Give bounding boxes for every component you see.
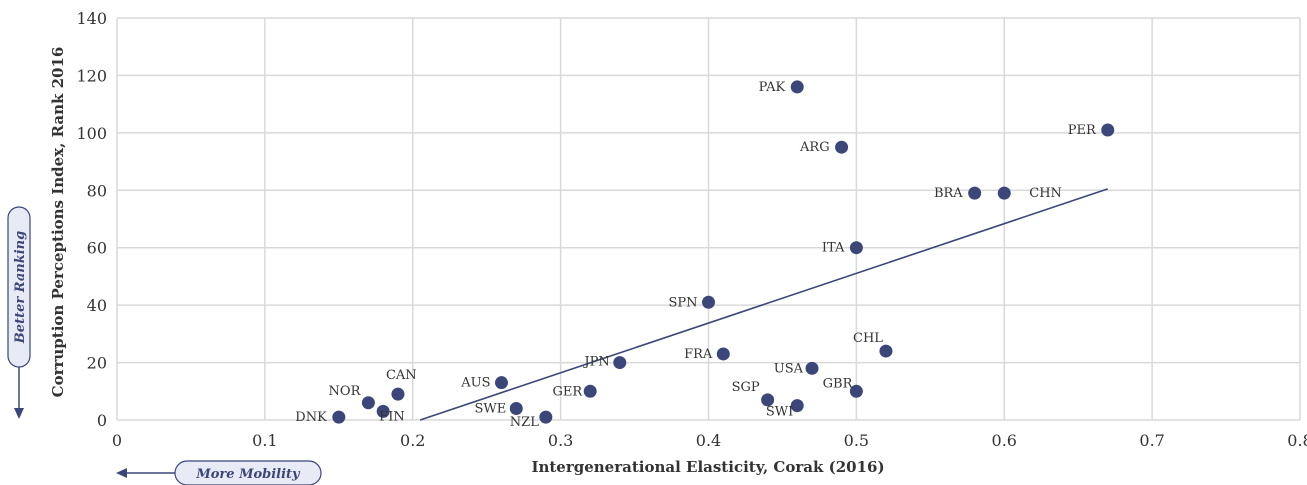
x-tick-label: 0.3 [548, 431, 573, 450]
point-label-gbr: GBR [823, 376, 854, 391]
y-tick-labels: 0 20 40 60 80 100 120 140 [76, 9, 107, 430]
x-tick-label: 0 [112, 431, 122, 450]
data-point-swe [509, 402, 523, 416]
trendline [419, 188, 1109, 421]
data-point-fra [716, 347, 730, 361]
point-label-bra: BRA [934, 186, 963, 201]
point-label-nor: NOR [329, 384, 362, 399]
data-point-swi [790, 399, 804, 413]
data-point-gbr [849, 384, 863, 398]
more-mobility-hint: More Mobility [116, 460, 322, 485]
data-point-nzl [539, 410, 553, 424]
x-tick-label: 0.6 [992, 431, 1017, 450]
data-point-usa [805, 361, 819, 375]
data-point-bra [968, 186, 982, 200]
y-tick-label: 120 [76, 66, 107, 85]
data-point-spn [702, 295, 715, 309]
x-tick-label: 0.8 [1287, 431, 1307, 450]
data-point-nor [361, 396, 375, 410]
more-mobility-label: More Mobility [195, 467, 301, 482]
point-label-swe: SWE [474, 402, 506, 417]
x-tick-label: 0.2 [400, 431, 425, 450]
data-point-sgp [761, 393, 775, 407]
data-point-aus [494, 376, 508, 390]
data-points [332, 80, 1115, 424]
data-point-chn [997, 186, 1011, 200]
point-label-chn: CHN [1029, 186, 1062, 201]
x-tick-label: 0.4 [696, 431, 721, 450]
y-axis-title: Corruption Perceptions Index, Rank 2016 [49, 47, 67, 398]
x-tick-label: 0.1 [252, 431, 277, 450]
point-label-arg: ARG [799, 140, 830, 155]
data-point-dnk [332, 410, 346, 424]
point-label-ger: GER [553, 384, 584, 399]
down-arrow-icon [14, 408, 24, 419]
y-tick-label: 40 [87, 296, 107, 315]
data-point-jpn [613, 356, 627, 370]
point-label-spn: SPN [668, 295, 697, 310]
point-label-fra: FRA [684, 347, 713, 362]
y-tick-label: 0 [97, 411, 107, 430]
data-point-can [391, 387, 405, 401]
point-label-swi: SWI [766, 405, 793, 420]
y-tick-label: 20 [87, 354, 107, 373]
point-label-dnk: DNK [295, 410, 327, 425]
data-point-arg [835, 140, 849, 154]
y-tick-label: 100 [76, 124, 107, 143]
data-point-pak [790, 80, 804, 94]
point-label-pak: PAK [759, 80, 786, 95]
point-label-ita: ITA [822, 241, 845, 256]
better-ranking-hint: Better Ranking [7, 206, 31, 419]
point-label-usa: USA [774, 361, 804, 376]
left-arrow-icon [116, 468, 127, 478]
y-tick-label: 80 [87, 181, 107, 200]
point-label-aus: AUS [460, 376, 490, 391]
better-ranking-label: Better Ranking [13, 231, 28, 344]
point-label-jpn: JPN [582, 355, 609, 370]
data-point-ita [849, 241, 863, 255]
data-point-chl [879, 344, 893, 358]
data-point-per [1101, 123, 1115, 137]
point-label-per: PER [1068, 123, 1097, 138]
point-label-sgp: SGP [732, 380, 760, 395]
y-tick-label: 60 [87, 239, 107, 258]
point-label-chl: CHL [853, 331, 883, 346]
data-point-ger [583, 384, 597, 398]
x-tick-labels: 0 0.1 0.2 0.3 0.4 0.5 0.6 0.7 0.8 [112, 431, 1307, 450]
point-label-fin: FIN [379, 409, 405, 424]
trendline-group [419, 188, 1109, 421]
data-point-fin [376, 404, 390, 418]
point-label-nzl: NZL [510, 415, 539, 430]
y-tick-label: 140 [76, 9, 107, 28]
x-axis-title: Intergenerational Elasticity, Corak (201… [531, 458, 884, 476]
x-tick-label: 0.7 [1139, 431, 1164, 450]
x-tick-label: 0.5 [844, 431, 869, 450]
point-label-can: CAN [386, 368, 417, 383]
